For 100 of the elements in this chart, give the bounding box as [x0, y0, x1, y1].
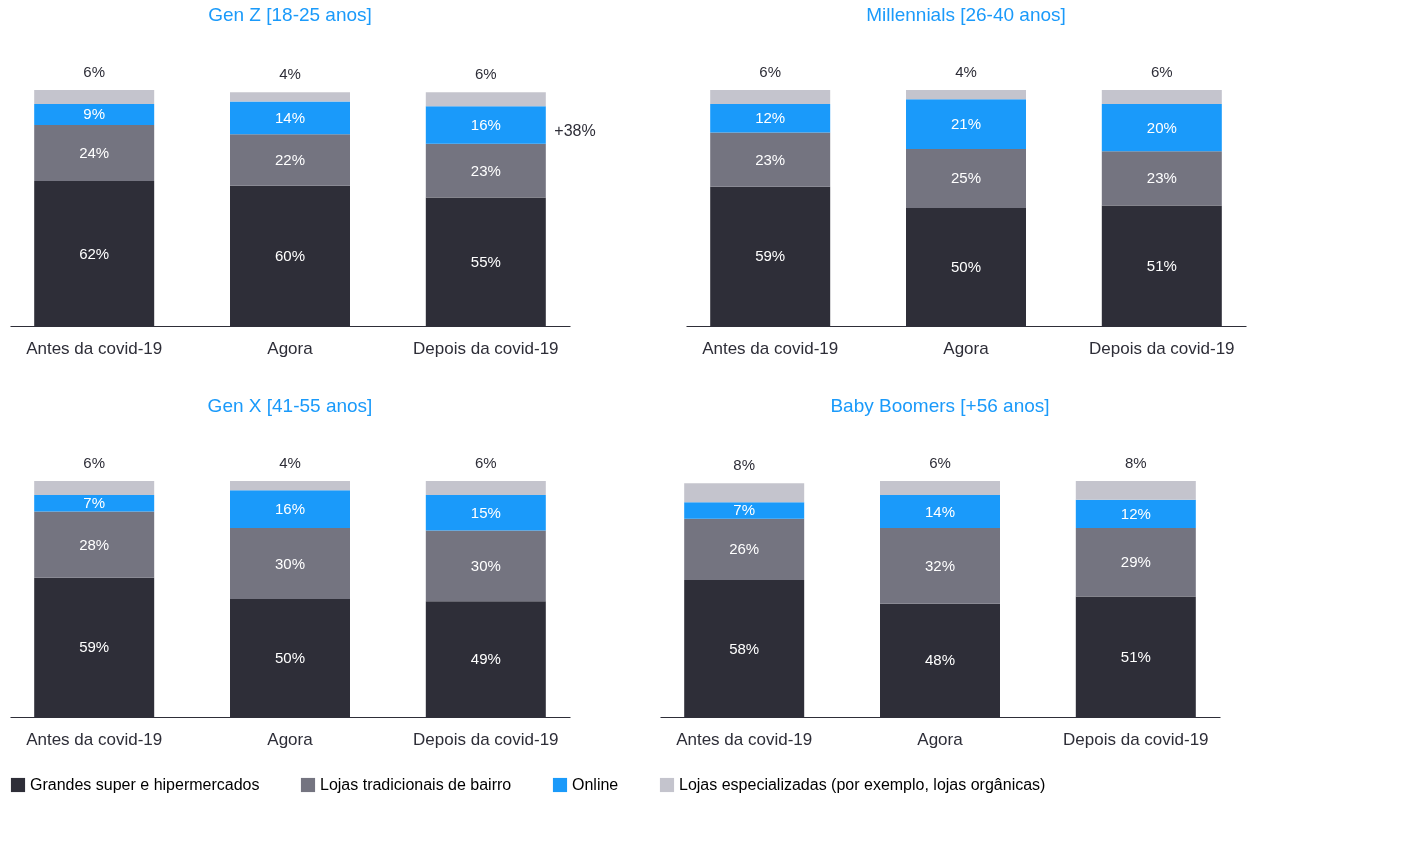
data-label: 12% — [755, 109, 786, 127]
bar — [710, 132, 831, 187]
data-label: 4% — [955, 62, 977, 80]
data-label: 16% — [470, 115, 501, 133]
legend-label: Lojas tradicionais de bairro — [320, 776, 512, 793]
bar — [906, 148, 1026, 208]
data-label: 51% — [1120, 647, 1151, 665]
chart-title: Gen Z [18-25 anos] — [208, 3, 372, 25]
data-label: 25% — [950, 169, 982, 187]
x-tick-label: Depois da covid-19 — [1089, 338, 1235, 358]
bar — [906, 89, 1026, 100]
bar — [34, 511, 155, 578]
data-label: 12% — [1120, 504, 1151, 522]
bar — [34, 480, 155, 496]
bar — [230, 92, 350, 102]
data-label: 9% — [83, 105, 106, 123]
data-label: 60% — [274, 246, 306, 264]
data-label: 20% — [1146, 118, 1177, 136]
data-label: 14% — [274, 108, 306, 126]
bar — [1075, 499, 1196, 529]
data-label: 7% — [83, 494, 106, 512]
data-label: 49% — [470, 650, 501, 668]
data-label: 6% — [929, 453, 951, 471]
x-tick-label: Antes da covid-19 — [26, 729, 163, 749]
data-label: 48% — [924, 651, 956, 669]
bar — [1075, 480, 1196, 500]
legend-label: Grandes super e hipermercados — [30, 776, 260, 793]
bar — [684, 502, 805, 519]
x-tick-label: Depois da covid-19 — [413, 338, 559, 358]
data-label: 30% — [470, 556, 501, 574]
x-tick-label: Antes da covid-19 — [702, 338, 839, 358]
data-label: 4% — [279, 453, 301, 471]
bar — [34, 89, 155, 104]
bar — [880, 528, 1000, 604]
data-label: 30% — [274, 554, 306, 572]
chart-title: Baby Boomers [+56 anos] — [830, 394, 1050, 416]
bar — [425, 92, 546, 107]
data-label: 29% — [1120, 553, 1151, 571]
chart-title: Millennials [26-40 anos] — [866, 3, 1066, 25]
bar — [1101, 104, 1222, 152]
data-label: 16% — [274, 500, 306, 518]
data-label: 55% — [470, 252, 501, 270]
bar — [230, 490, 350, 529]
bar — [710, 89, 831, 105]
data-label: 23% — [470, 161, 501, 179]
data-label: 50% — [274, 648, 306, 666]
data-label: 7% — [733, 501, 756, 519]
chart-title: Gen X [41-55 anos] — [207, 394, 373, 416]
data-label: 24% — [79, 144, 110, 162]
annotation: +38% — [554, 122, 596, 139]
data-label: 23% — [755, 150, 786, 168]
bar — [906, 99, 1026, 149]
bar — [1101, 89, 1222, 105]
bar — [425, 530, 546, 602]
x-tick-label: Depois da covid-19 — [413, 729, 559, 749]
bar — [230, 101, 350, 135]
data-label: 32% — [924, 556, 956, 574]
bar — [1075, 528, 1196, 597]
x-tick-label: Agora — [943, 338, 990, 358]
data-label: 28% — [79, 535, 110, 553]
x-tick-label: Agora — [267, 338, 314, 358]
data-label: 51% — [1146, 256, 1177, 274]
bar — [684, 483, 805, 503]
x-tick-label: Antes da covid-19 — [676, 729, 813, 749]
bar — [230, 134, 350, 186]
bar — [34, 103, 155, 125]
bar — [230, 480, 350, 491]
data-label: 6% — [474, 65, 497, 83]
data-label: 6% — [83, 453, 106, 471]
x-tick-label: Agora — [917, 729, 964, 749]
bar — [425, 495, 546, 531]
x-tick-label: Agora — [267, 729, 314, 749]
data-label: 6% — [1150, 62, 1173, 80]
bar — [34, 495, 155, 512]
legend-label: Online — [572, 776, 619, 793]
legend-label: Lojas especializadas (por exemplo, lojas orgânicas) — [679, 776, 1046, 793]
x-tick-label: Antes da covid-19 — [26, 338, 163, 358]
data-label: 15% — [470, 503, 501, 521]
data-label: 59% — [79, 638, 110, 656]
data-label: 62% — [79, 244, 110, 262]
bar — [425, 480, 546, 496]
data-label: 59% — [755, 247, 786, 265]
bar — [880, 495, 1000, 529]
bar — [425, 106, 546, 144]
data-label: 58% — [729, 639, 760, 657]
bar — [880, 480, 1000, 496]
data-label: 8% — [1124, 453, 1147, 471]
data-label: 6% — [759, 62, 782, 80]
data-label: 14% — [924, 502, 956, 520]
data-label: 8% — [733, 456, 756, 474]
data-label: 6% — [474, 453, 497, 471]
bar — [1101, 151, 1222, 206]
bar — [34, 124, 155, 182]
bar — [230, 528, 350, 599]
data-label: 4% — [279, 65, 301, 83]
bar — [684, 518, 805, 581]
data-label: 6% — [83, 62, 106, 80]
data-label: 21% — [950, 115, 982, 133]
x-tick-label: Depois da covid-19 — [1063, 729, 1209, 749]
data-label: 22% — [274, 151, 306, 169]
